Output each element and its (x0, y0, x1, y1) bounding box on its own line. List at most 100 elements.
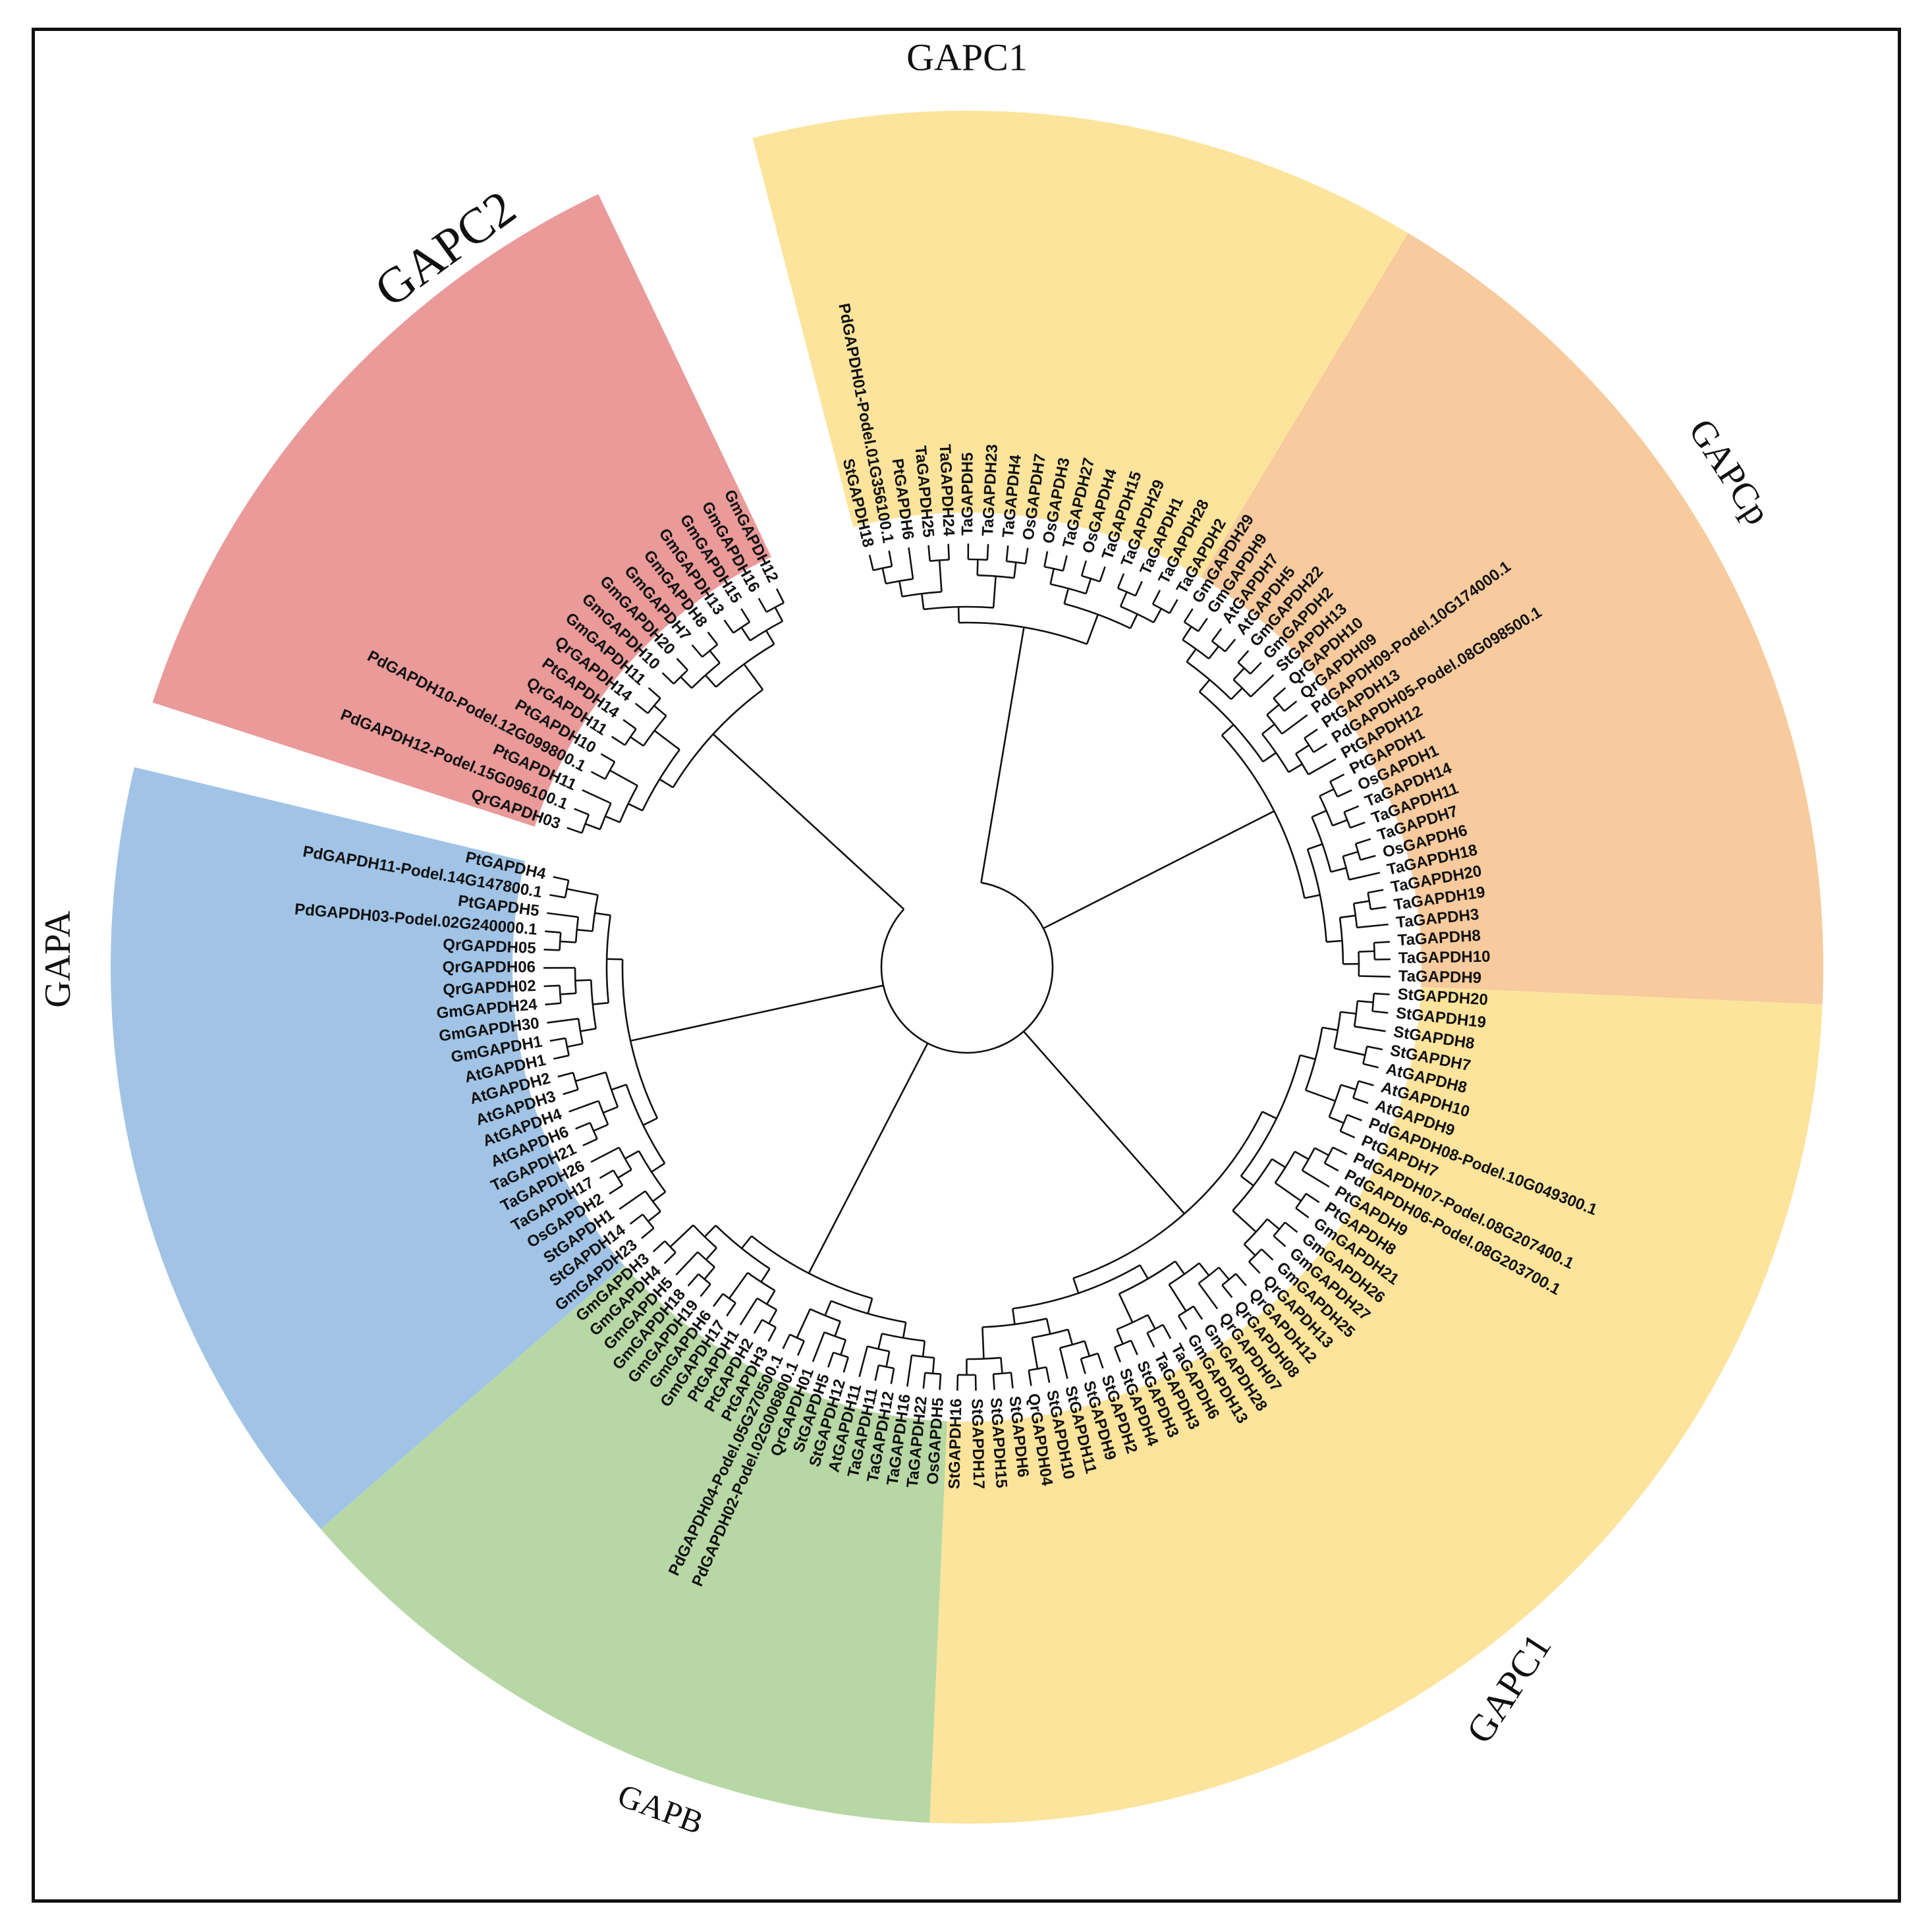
branch-line (1366, 1046, 1383, 1051)
branch-arc (881, 1332, 925, 1342)
leaf-label: QrGAPDH05 (443, 936, 536, 957)
branch-line (1353, 900, 1370, 905)
branch-line (700, 1283, 711, 1297)
branch-line (574, 808, 590, 816)
branch-line (1116, 1329, 1124, 1345)
branch-line (629, 1214, 644, 1225)
branch-line (1063, 588, 1070, 604)
branch-line (824, 1300, 832, 1316)
branch-line (575, 979, 592, 982)
figure-frame (32, 28, 1901, 1903)
branch-line (1248, 1261, 1261, 1274)
branch-line (1334, 1047, 1366, 1056)
branch-line (600, 753, 615, 763)
branch-line (557, 1071, 574, 1078)
branch-line (609, 1185, 623, 1195)
branch-line (545, 930, 561, 934)
branch-line (775, 588, 785, 603)
leaf-label: TaGAPDH24 (936, 444, 958, 537)
branch-line (1357, 1000, 1373, 1003)
tree-branches (543, 543, 1391, 1391)
branch-line (576, 928, 593, 932)
branch-line (687, 1273, 700, 1287)
branch-line (1086, 614, 1099, 645)
branch-arc (1329, 781, 1339, 797)
branch-line (652, 1191, 666, 1202)
branch-line (908, 547, 914, 579)
branch-line (938, 560, 943, 592)
branch-line (1307, 843, 1323, 851)
branch-arc (1182, 639, 1210, 659)
branch-line (957, 607, 960, 623)
branch-line (1080, 560, 1088, 576)
branch-line (707, 631, 719, 646)
branch-line (1045, 1366, 1051, 1383)
branch-line (1072, 1277, 1080, 1294)
branch-arc (618, 1147, 632, 1171)
branch-line (726, 1302, 736, 1317)
branch-line (624, 1150, 640, 1160)
branch-line (1355, 838, 1371, 845)
branch-line (1192, 1306, 1203, 1320)
branch-line (704, 674, 717, 688)
branch-line (922, 1341, 926, 1357)
branch-arc (1304, 737, 1315, 753)
branch-arc (810, 1308, 841, 1322)
branch-line (1243, 1243, 1256, 1256)
branch-line (1284, 1221, 1298, 1233)
branch-line (768, 1309, 778, 1324)
branch-line (890, 1368, 895, 1384)
branch-line (1139, 1264, 1149, 1279)
branch-arc (647, 698, 661, 714)
branch-line (1130, 1340, 1138, 1356)
branch-line (980, 627, 1025, 883)
leaf-label: TaGAPDH23 (979, 444, 1001, 537)
branch-line (1332, 819, 1348, 827)
branch-line (617, 1169, 632, 1179)
branch-arc (1198, 1266, 1220, 1284)
branch-arc (1147, 1324, 1164, 1334)
branch-line (858, 1346, 869, 1378)
branch-line (1005, 545, 1009, 562)
branch-line (922, 1372, 926, 1389)
branch-line (753, 1319, 763, 1334)
branch-line (1372, 1010, 1389, 1014)
branch-line (642, 1117, 658, 1126)
branch-line (740, 1235, 752, 1249)
branch-line (1352, 1097, 1369, 1104)
branch-line (1326, 939, 1342, 943)
branch-line (921, 593, 925, 610)
branch-line (669, 1224, 694, 1248)
branch-line (599, 1169, 614, 1179)
branch-arc (1354, 843, 1362, 860)
branch-line (630, 984, 884, 1042)
branch-line (712, 733, 905, 910)
branch-line (1221, 1284, 1233, 1299)
branch-line (659, 778, 674, 789)
branch-line (1300, 1054, 1316, 1061)
branch-line (603, 1105, 619, 1114)
branch-line (877, 1333, 883, 1349)
branch-line (842, 1356, 849, 1373)
branch-line (1211, 628, 1223, 642)
branch-line (1275, 1182, 1302, 1202)
branch-line (680, 676, 693, 689)
branch-line (1373, 941, 1390, 944)
branch-line (1118, 1293, 1134, 1323)
branch-arc (597, 1100, 609, 1125)
branch-line (1119, 591, 1128, 607)
branch-line (939, 1374, 942, 1390)
branch-arc (1232, 679, 1252, 698)
branch-line (675, 1251, 699, 1276)
branch-arc (1352, 903, 1358, 928)
branch-line (661, 672, 675, 685)
branch-line (1354, 1025, 1386, 1032)
branch-line (713, 1293, 724, 1307)
branch-line (1302, 1169, 1330, 1188)
branch-line (898, 580, 903, 597)
branch-arc (977, 574, 1014, 579)
branch-line (592, 1001, 609, 1005)
branch-line (580, 1028, 596, 1032)
branch-arc (642, 1214, 655, 1229)
